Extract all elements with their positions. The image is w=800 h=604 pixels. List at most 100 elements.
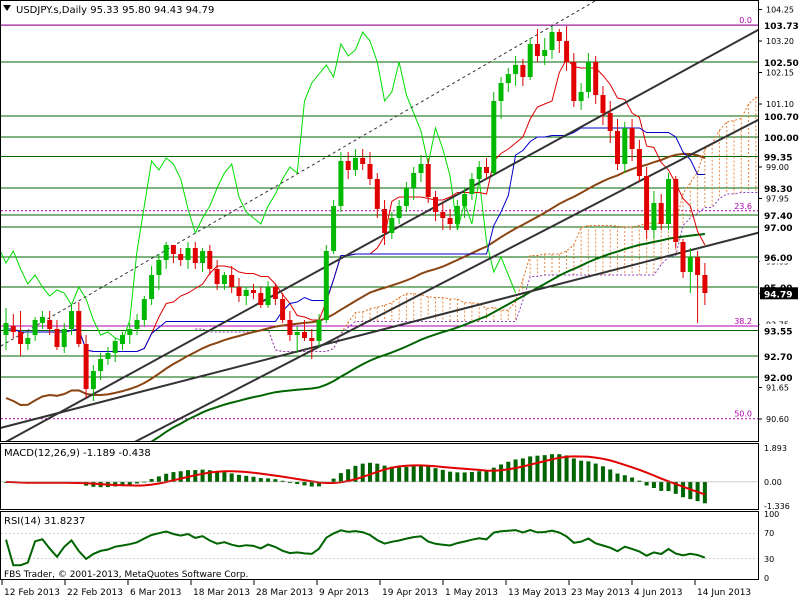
- level-label: 92.00: [764, 374, 792, 384]
- macd-bar: [637, 480, 642, 482]
- candle-body: [280, 299, 286, 320]
- macd-bar: [571, 458, 576, 482]
- level-box: [759, 370, 799, 384]
- level-box: [759, 130, 799, 144]
- candle-body: [352, 158, 358, 170]
- price-tick-label: 103.20: [766, 37, 794, 46]
- macd-bar: [171, 472, 176, 482]
- candle-body: [527, 44, 533, 77]
- macd-bar: [477, 471, 482, 482]
- chikou-span: [1, 31, 517, 342]
- candle-body: [615, 131, 620, 164]
- macd-bar: [506, 461, 511, 482]
- candle-body: [389, 218, 395, 233]
- candle-body: [200, 251, 206, 263]
- rsi-tick-label: 70: [764, 529, 774, 538]
- macd-bar: [222, 472, 227, 482]
- macd-bar: [622, 475, 627, 482]
- candle-body: [338, 161, 344, 206]
- fib-label: 50.0: [734, 410, 752, 419]
- rsi-label: RSI(14) 31.8237: [4, 516, 85, 527]
- date-tick-label: 28 Mar 2013: [256, 588, 313, 598]
- price-tick-label: 101.10: [766, 100, 794, 109]
- candle-body: [149, 275, 155, 299]
- candle-body: [440, 212, 446, 218]
- candle-body: [141, 299, 147, 320]
- macd-bar: [659, 481, 664, 491]
- candle-body: [556, 32, 562, 41]
- candle-body: [69, 311, 74, 329]
- candle-body: [651, 203, 657, 230]
- macd-bar: [273, 479, 278, 482]
- candle-body: [98, 359, 104, 371]
- candle-body: [396, 206, 402, 218]
- macd-bar: [404, 466, 409, 482]
- price-tick-label: 97.95: [766, 195, 789, 204]
- date-tick-label: 13 May 2013: [508, 588, 567, 598]
- header-arrow-icon: [3, 5, 11, 11]
- macd-bar: [491, 467, 496, 482]
- date-tick-label: 4 Jun 2013: [634, 588, 682, 598]
- macd-bar: [368, 462, 372, 482]
- candle-body: [411, 173, 417, 188]
- candle-body: [585, 62, 591, 92]
- candle-body: [505, 74, 511, 83]
- price-tick-label: 90.60: [766, 415, 789, 424]
- candle-body: [90, 371, 96, 389]
- candle-body: [571, 62, 577, 101]
- candle-body: [105, 353, 111, 359]
- macd-bar: [513, 459, 518, 482]
- macd-bar: [156, 476, 161, 482]
- price-tick-label: 104.25: [766, 6, 794, 15]
- fib-label: 0.0: [739, 16, 752, 25]
- macd-bar: [448, 471, 453, 482]
- candle-body: [534, 44, 540, 56]
- candle-body: [54, 329, 60, 347]
- macd-tick-label: 0.00: [764, 478, 782, 487]
- candle-body: [491, 101, 497, 173]
- candle-body: [258, 293, 264, 305]
- rsi-tick-label: 0: [764, 574, 769, 583]
- level-label: 97.00: [764, 224, 792, 234]
- macd-bar: [353, 465, 358, 482]
- macd-bar: [433, 468, 438, 482]
- candle-body: [360, 158, 366, 164]
- macd-bar: [528, 456, 533, 482]
- candle-body: [425, 164, 431, 197]
- trendline-upper: [5, 28, 758, 441]
- candle-body: [549, 32, 555, 50]
- macd-bar: [564, 455, 569, 482]
- candle-body: [83, 344, 89, 389]
- macd-bar: [382, 465, 387, 482]
- macd-bar: [244, 475, 249, 482]
- macd-tick-label: -1.336: [764, 502, 790, 511]
- level-label: 98.30: [764, 185, 792, 195]
- price-tick-label: 91.65: [766, 384, 789, 393]
- macd-bar: [295, 481, 300, 485]
- macd-bar: [702, 481, 707, 504]
- candle-body: [229, 275, 235, 287]
- level-label: 100.70: [764, 113, 799, 123]
- macd-bar: [586, 461, 591, 482]
- candle-body: [156, 260, 162, 275]
- candle-body: [454, 206, 460, 224]
- candle-body: [687, 257, 693, 272]
- macd-bar: [418, 465, 423, 482]
- candle-body: [309, 338, 315, 341]
- macd-bar: [579, 460, 584, 482]
- candle-body: [345, 161, 351, 170]
- date-tick-label: 6 Mar 2013: [130, 588, 181, 598]
- main-chart-frame: [0, 0, 759, 442]
- macd-bar: [360, 463, 365, 482]
- level-box: [759, 150, 799, 163]
- candle-body: [542, 50, 548, 56]
- rsi-panel-frame: [0, 511, 759, 580]
- level-label: 103.73: [764, 22, 799, 32]
- candle-body: [622, 128, 628, 164]
- price-tick-label: 102.15: [766, 69, 794, 78]
- level-box: [759, 181, 799, 195]
- fib-label: 38.2: [734, 317, 752, 326]
- candle-body: [629, 128, 635, 149]
